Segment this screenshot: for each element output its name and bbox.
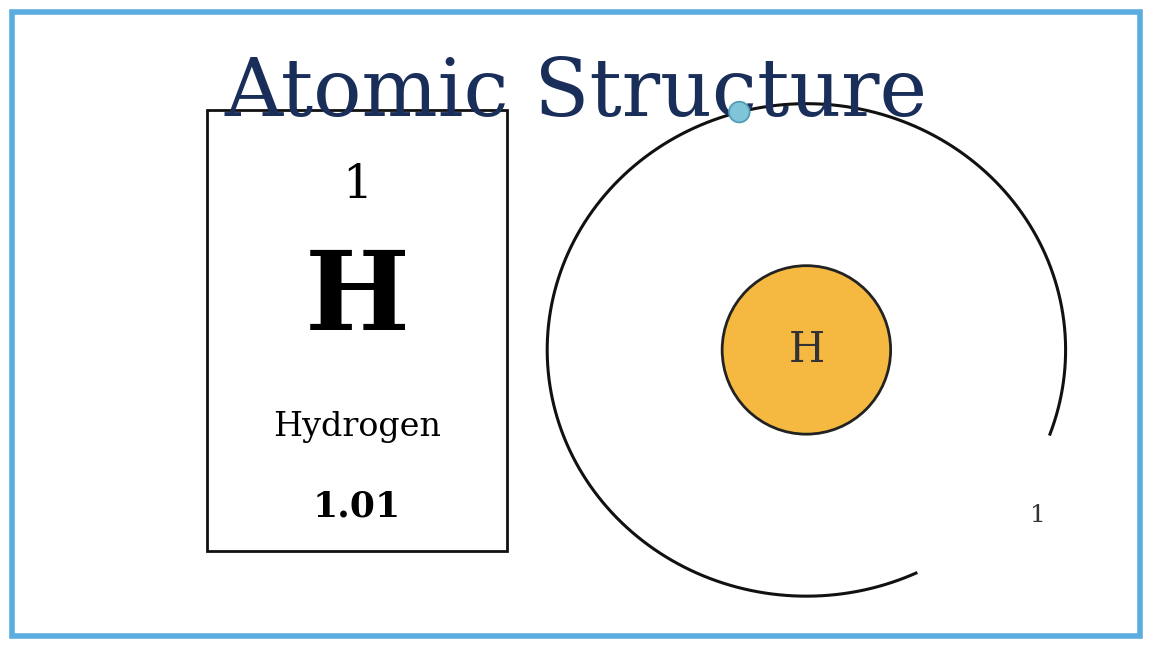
- Bar: [207, 110, 507, 551]
- Text: H: H: [304, 246, 410, 353]
- Text: 1.01: 1.01: [313, 490, 401, 524]
- Text: 1: 1: [1030, 504, 1046, 527]
- Text: Atomic Structure: Atomic Structure: [225, 55, 927, 133]
- Text: 1: 1: [342, 163, 372, 208]
- Text: H: H: [788, 329, 825, 371]
- Circle shape: [722, 266, 890, 434]
- Circle shape: [729, 102, 750, 122]
- Text: Hydrogen: Hydrogen: [273, 411, 441, 443]
